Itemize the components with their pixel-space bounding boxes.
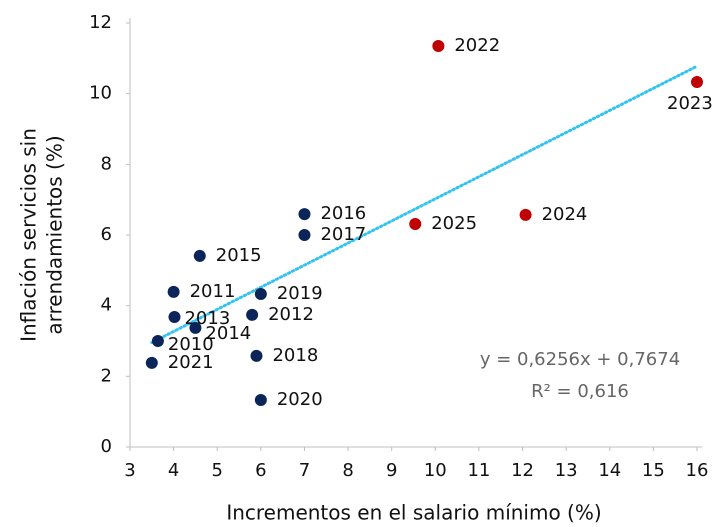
x-tick-label: 12 [511,460,534,481]
point-label: 2015 [216,245,262,266]
point [167,285,180,298]
point [168,310,181,323]
point [193,249,206,262]
point-label: 2014 [205,323,251,344]
point-label: 2011 [190,281,236,302]
point [691,76,703,89]
point-label: 2024 [542,204,588,225]
y-tick-label: 10 [89,83,112,104]
point [298,208,311,221]
x-axis-title: Incrementos en el salario mínimo (%) [226,501,601,525]
point [519,208,532,221]
x-tick-label: 6 [255,460,266,481]
x-tick-label: 5 [212,460,223,481]
point-label: 2025 [431,213,477,234]
point [409,218,422,231]
x-tick-label: 10 [424,460,447,481]
y-tick-label: 2 [101,365,112,386]
point-label: 2017 [320,224,366,245]
point-label: 2018 [272,345,318,366]
x-tick-label: 4 [168,460,179,481]
y-tick-label: 6 [101,224,112,245]
y-tick-label: 12 [89,12,112,33]
point-label: 2016 [320,203,366,224]
point [254,288,267,301]
point-label: 2019 [277,283,323,304]
equation: y = 0,6256x + 0,7674 [480,349,680,370]
x-tick-label: 16 [686,460,709,481]
x-tick-label: 11 [467,460,490,481]
point-label: 2012 [268,304,314,325]
point [246,308,259,321]
trendline [150,64,699,345]
x-tick-label: 15 [642,460,665,481]
y-axis-title-line: arrendamientos (%) [43,135,67,334]
point [250,349,263,362]
x-tick-label: 7 [299,460,310,481]
point [432,39,445,52]
point-label: 2023 [667,93,713,114]
point [145,356,158,369]
point-label: 2021 [168,352,214,373]
x-tick-label: 3 [124,460,135,481]
point [298,229,311,241]
point-label: 2020 [277,389,323,410]
y-axis-title: Inflación servicios sin arrendamientos (… [17,128,67,342]
y-tick-label: 4 [101,295,112,316]
x-tick-label: 13 [555,460,578,481]
y-tick-label: 0 [101,436,112,457]
y-tick-label: 8 [101,153,112,174]
x-tick-label: 14 [598,460,621,481]
point-label: 2022 [454,35,500,56]
point [151,335,164,347]
point-label: 2010 [168,334,214,355]
point [254,394,267,407]
x-tick-label: 9 [386,460,397,481]
r-squared: R² = 0,616 [531,381,629,402]
x-tick-label: 8 [342,460,353,481]
y-axis-title-line: Inflación servicios sin [17,128,41,342]
point [189,321,202,334]
